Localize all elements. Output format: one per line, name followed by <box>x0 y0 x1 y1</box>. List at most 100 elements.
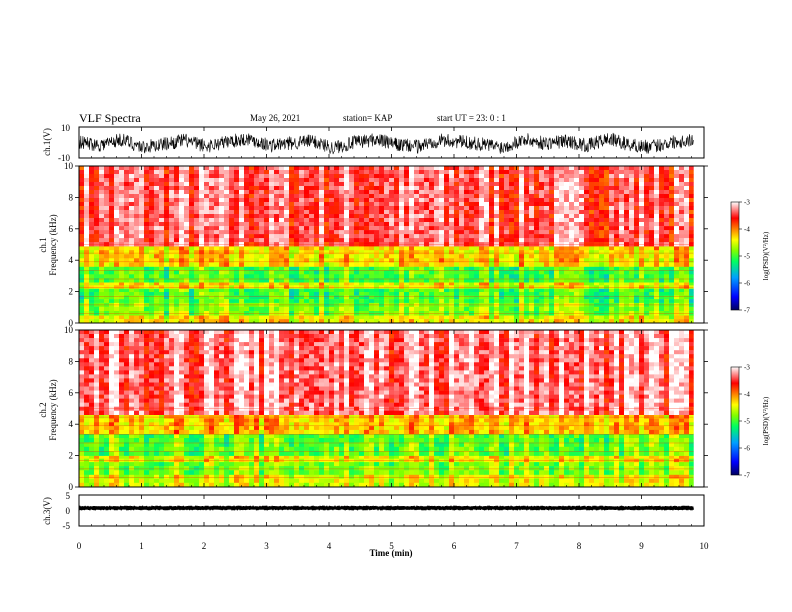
spec1-cell <box>584 262 590 267</box>
spec1-cell <box>459 311 465 316</box>
spec1-cell <box>149 292 155 296</box>
spec1-cell <box>339 311 345 316</box>
spec1-cell <box>519 278 525 283</box>
spec1-cell <box>624 222 630 227</box>
spec1-cell <box>494 246 500 251</box>
spec1-cell <box>619 292 625 296</box>
spec1-cell <box>384 214 390 219</box>
spec1-cell <box>159 214 165 219</box>
spec1-cell <box>374 282 380 286</box>
spec1-cell <box>584 319 590 324</box>
spec1-cell <box>599 306 605 312</box>
spec1-cell <box>589 230 595 235</box>
spec1-cell <box>229 315 235 320</box>
spec1-cell <box>259 258 265 263</box>
spec1-cell <box>264 206 270 211</box>
spec1-cell <box>329 250 335 255</box>
spec1-cell <box>229 226 235 231</box>
spec1-cell <box>159 230 165 235</box>
spec1-cell <box>394 299 400 303</box>
spec1-cell <box>489 238 495 243</box>
spec1-cell <box>609 234 615 239</box>
spec1-cell <box>529 226 535 231</box>
spec1-cell <box>139 250 145 255</box>
spec1-cell <box>389 198 395 203</box>
spec1-cell <box>424 250 430 255</box>
spec1-cell <box>94 292 100 296</box>
spec1-cell <box>274 270 280 275</box>
spec1-cell <box>484 210 490 215</box>
spec1-cell <box>329 311 335 316</box>
spec1-cell <box>589 206 595 211</box>
spec1-cell <box>119 234 125 239</box>
spec1-cell <box>229 292 235 296</box>
spec1-cell <box>629 299 635 303</box>
spec1-cell <box>134 274 140 279</box>
spec1-cell <box>589 262 595 267</box>
spec1-cell <box>669 214 675 219</box>
spec1-cell <box>434 238 440 243</box>
spec1-cell <box>309 194 315 199</box>
spec1-cell <box>464 270 470 275</box>
spec1-cell <box>219 250 225 255</box>
spec1-cell <box>539 186 545 191</box>
spec1-cell <box>209 282 215 286</box>
spec1-cell <box>354 234 360 239</box>
spec1-cell <box>209 246 215 251</box>
spec1-cell <box>499 254 505 259</box>
spec1-cell <box>504 262 510 267</box>
spec1-cell <box>374 230 380 235</box>
spec1-cell <box>564 222 570 227</box>
spec1-cell <box>424 166 430 171</box>
spec1-cell <box>654 292 660 296</box>
spec1-cell <box>339 226 345 231</box>
spec1-cell <box>199 254 205 259</box>
spec1-cell <box>219 278 225 283</box>
spec1-cell <box>219 274 225 279</box>
spec1-cell <box>519 288 525 293</box>
spec1-cell <box>209 262 215 267</box>
spec1-cell <box>99 170 105 175</box>
spec1-cell <box>239 278 245 283</box>
spec1-cell <box>574 319 580 324</box>
spec1-cell <box>484 250 490 255</box>
spec1-cell <box>129 282 135 286</box>
spec1-cell <box>584 285 590 289</box>
spec1-cell <box>139 194 145 199</box>
spec1-cell <box>209 222 215 227</box>
spec1-cell <box>379 254 385 259</box>
spec1-cell <box>504 198 510 203</box>
spec1-cell <box>219 206 225 211</box>
spec1-cell <box>459 214 465 219</box>
spec1-cell <box>179 254 185 259</box>
spec1-cell <box>189 306 195 312</box>
spec1-cell <box>449 278 455 283</box>
spec1-cell <box>679 214 685 219</box>
spec1-cell <box>364 230 370 235</box>
spec1-cell <box>469 174 475 179</box>
spec1-cell <box>299 186 305 191</box>
spec1-cell <box>229 218 235 223</box>
spec1-cell <box>654 311 660 316</box>
spec1-cell <box>589 250 595 255</box>
spec1-cell <box>424 254 430 259</box>
spec1-cell <box>569 285 575 289</box>
spec1-cell <box>304 206 310 211</box>
spec1-cell <box>494 214 500 219</box>
spec1-cell <box>634 198 640 203</box>
spec1-cell <box>114 288 120 293</box>
spec1-cell <box>554 226 560 231</box>
spec1-cell <box>524 186 530 191</box>
date-label: May 26, 2021 <box>250 113 301 123</box>
spec1-cell <box>354 246 360 251</box>
spec1-cell <box>379 238 385 243</box>
spec1-cell <box>419 246 425 251</box>
spec1-cell <box>89 234 95 239</box>
spec1-cell <box>594 295 600 300</box>
spec1-cell <box>579 178 585 183</box>
spec1-cell <box>369 202 375 207</box>
spec1-cell <box>214 234 220 239</box>
spec1-cell <box>504 319 510 324</box>
spec1-cell <box>174 258 180 263</box>
spec1-cell <box>194 238 200 243</box>
